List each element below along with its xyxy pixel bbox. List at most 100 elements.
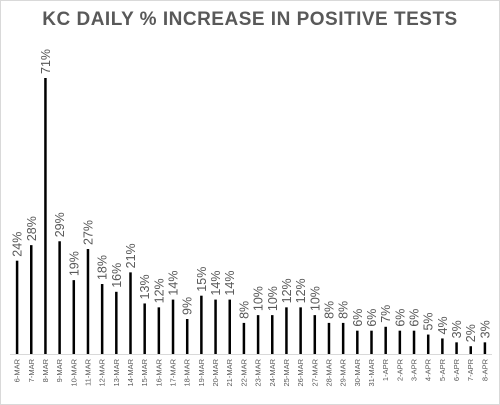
bar-18-mar (185, 319, 189, 354)
x-tick-label: 5-APR (438, 358, 447, 381)
chart-title: KC DAILY % INCREASE IN POSITIVE TESTS (42, 9, 458, 30)
data-label: 14% (167, 271, 181, 296)
bars-group (15, 78, 487, 354)
x-tick-label: 26-MAR (296, 358, 305, 386)
bar-25-mar (285, 307, 288, 354)
x-tick-label: 11-MAR (83, 358, 92, 386)
bar-27-mar (313, 315, 317, 354)
data-label: 27% (81, 220, 95, 245)
data-label: 28% (25, 216, 39, 241)
data-label: 7% (379, 305, 393, 323)
x-tick-label: 8-MAR (41, 358, 50, 382)
bar-19-mar (200, 295, 203, 354)
data-label: 10% (308, 286, 322, 311)
x-tick-label: 27-MAR (310, 358, 319, 386)
data-label: 6% (351, 309, 365, 327)
x-tick-labels-group: 6-MAR 7-MAR 8-MAR 9-MAR 10-MAR 11-MAR 12-MAR 13… (13, 358, 490, 386)
bar-23-mar (256, 315, 260, 354)
data-label: 3% (478, 320, 492, 338)
x-tick-label: 10-MAR (69, 358, 78, 386)
bar-16-mar (157, 307, 161, 354)
x-tick-label: 17-MAR (169, 358, 178, 386)
bar-20-mar (214, 299, 217, 354)
data-label: 18% (96, 255, 110, 280)
bar-6-mar (15, 260, 19, 354)
bar-12-mar (100, 284, 104, 354)
bar-2-apr (398, 330, 402, 354)
x-tick-label: 4-APR (424, 358, 433, 381)
x-tick-label: 23-MAR (254, 358, 263, 386)
x-tick-label: 30-MAR (353, 358, 362, 386)
data-label: 3% (450, 320, 464, 338)
x-tick-label: 7-MAR (27, 358, 36, 382)
data-label: 6% (365, 309, 379, 327)
bar-28-mar (327, 322, 331, 354)
bar-4-apr (426, 334, 430, 354)
data-label: 4% (436, 316, 450, 334)
data-label: 9% (181, 297, 195, 315)
x-tick-label: 31-MAR (367, 358, 376, 386)
x-tick-label: 12-MAR (98, 358, 107, 386)
x-tick-label: 14-MAR (126, 358, 135, 386)
data-label: 10% (266, 286, 280, 311)
data-label: 29% (53, 212, 67, 237)
x-tick-label: 6-APR (452, 358, 461, 381)
data-label: 8% (322, 301, 336, 319)
x-tick-label: 13-MAR (112, 358, 121, 386)
x-tick-label: 8-APR (480, 358, 489, 381)
data-label: 6% (393, 309, 407, 327)
bar-3-apr (412, 330, 416, 354)
bar-11-mar (86, 249, 90, 354)
x-tick-label: 9-MAR (55, 358, 64, 382)
data-label: 12% (152, 278, 166, 303)
bar-6-apr (455, 342, 458, 354)
data-label: 14% (209, 271, 223, 296)
data-label: 2% (464, 324, 478, 342)
data-label: 6% (408, 309, 422, 327)
bar-17-mar (171, 299, 175, 354)
bar-9-mar (58, 241, 61, 354)
data-label: 21% (124, 243, 138, 268)
bar-7-apr (469, 346, 472, 354)
x-tick-label: 18-MAR (183, 358, 192, 386)
data-label: 12% (280, 278, 294, 303)
data-label: 24% (11, 232, 25, 257)
x-tick-label: 6-MAR (13, 358, 22, 382)
x-tick-label: 16-MAR (154, 358, 163, 386)
data-labels-group: 24%28%71%29%19%27%18% 16%21%13% 12% 14%9%15… (11, 49, 493, 342)
x-tick-label: 19-MAR (197, 358, 206, 386)
bar-5-apr (441, 338, 444, 354)
bar-15-mar (143, 303, 146, 354)
bar-8-mar (44, 78, 47, 354)
bar-13-mar (115, 291, 118, 354)
data-label: 19% (67, 251, 81, 276)
bar-26-mar (299, 307, 302, 354)
data-label: 5% (422, 312, 436, 330)
x-tick-label: 7-APR (466, 358, 475, 381)
bar-10-mar (72, 280, 76, 354)
data-label: 10% (252, 286, 266, 311)
data-label: 8% (237, 301, 251, 319)
data-label: 12% (294, 278, 308, 303)
bar-7-mar (30, 245, 33, 354)
x-tick-label: 15-MAR (140, 358, 149, 386)
x-tick-label: 22-MAR (239, 358, 248, 386)
x-tick-label: 25-MAR (282, 358, 291, 386)
bar-1-apr (384, 326, 387, 354)
data-label: 14% (223, 271, 237, 296)
x-tick-label: 3-APR (410, 358, 419, 381)
data-label: 13% (138, 274, 152, 299)
bar-14-mar (129, 272, 132, 354)
bar-22-mar (242, 322, 246, 354)
bar-31-mar (370, 330, 373, 354)
x-tick-label: 29-MAR (339, 358, 348, 386)
bar-29-mar (341, 322, 345, 354)
bar-8-apr (483, 342, 487, 354)
data-label: 71% (39, 49, 53, 74)
x-tick-label: 2-APR (395, 358, 404, 381)
data-label: 15% (195, 267, 209, 292)
bar-21-mar (228, 299, 231, 354)
x-tick-label: 20-MAR (211, 358, 220, 386)
x-tick-label: 21-MAR (225, 358, 234, 386)
